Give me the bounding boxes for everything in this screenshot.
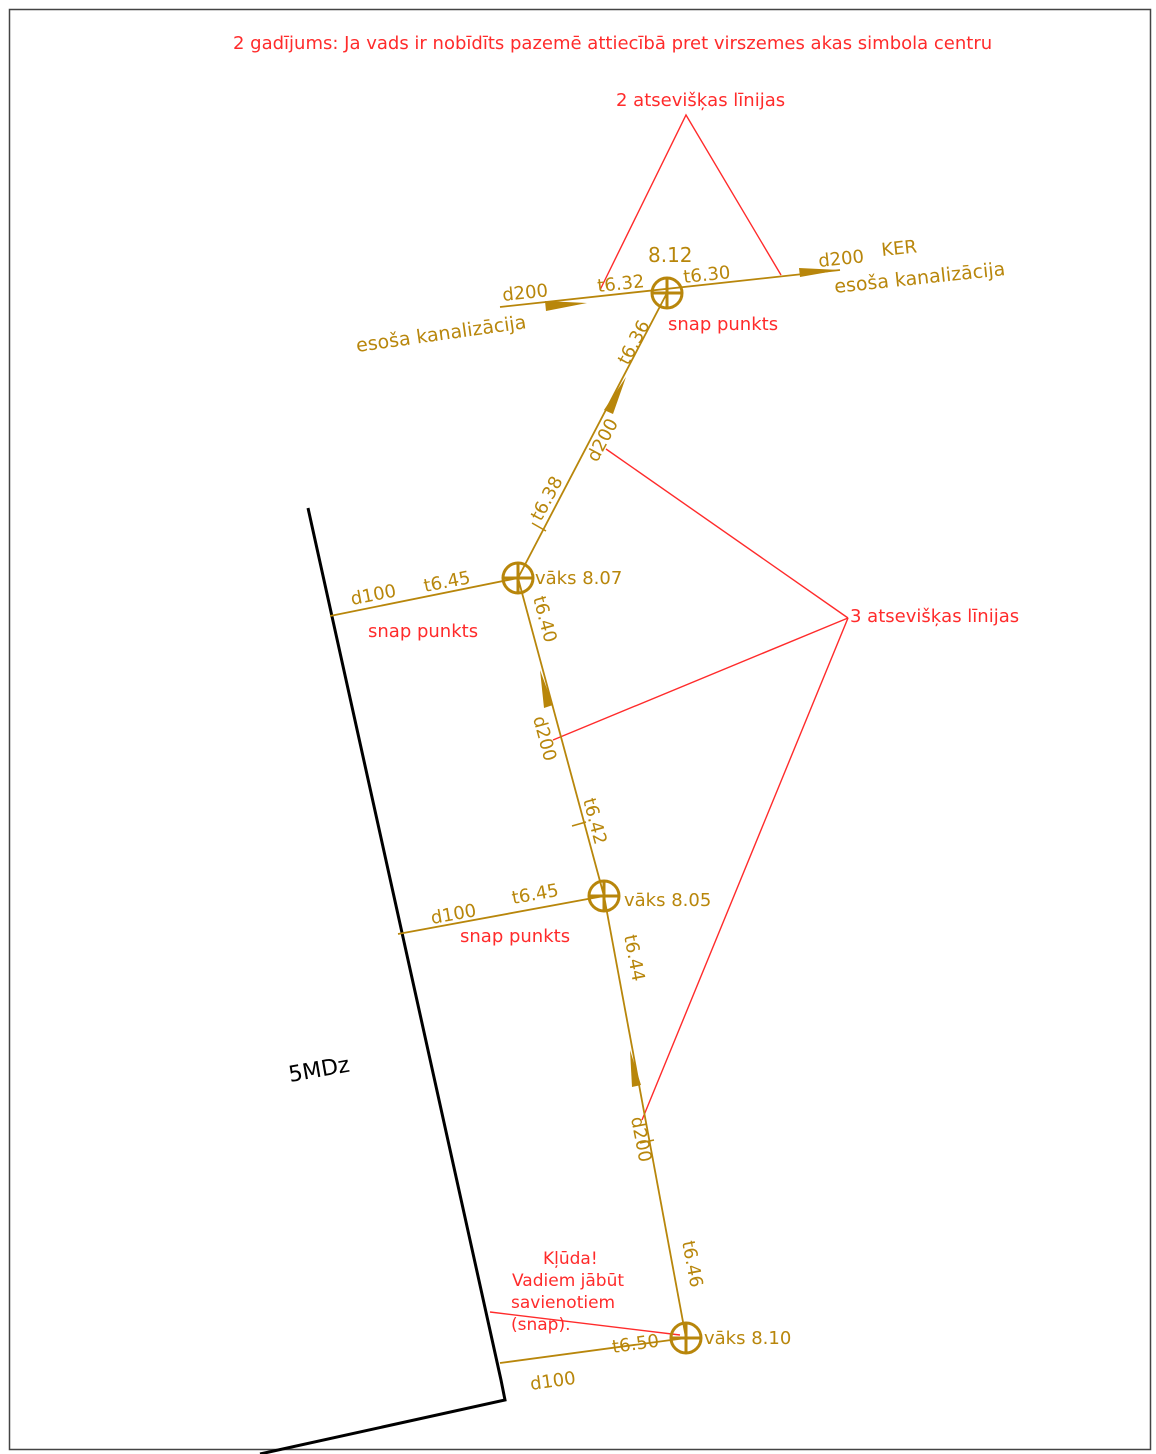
well-bottom-label: vāks 8.10 (704, 1328, 791, 1349)
main-upper-invert-bottom: t6.38 (527, 473, 568, 524)
callout-two-lines (599, 113, 782, 291)
flow-arrow-left (545, 301, 587, 311)
pipe-branch-low (397, 895, 605, 935)
pipe-ticks (531, 522, 655, 1144)
main-middle-invert-top: t6.40 (528, 594, 560, 645)
page-title: 2 gadījums: Ja vads ir nobīdīts pazemē a… (233, 33, 992, 54)
branch-bottom-invert: t6.50 (611, 1331, 661, 1358)
error-line-3: savienotiem (511, 1293, 615, 1313)
well-low-label: vāks 8.05 (624, 890, 711, 911)
well-mid-symbol (501, 561, 535, 595)
existing-right-diameter: d200 (817, 246, 865, 272)
snap-label-low: snap punkts (460, 926, 570, 947)
well-mid-label: vāks 8.07 (535, 568, 622, 589)
pipe-main-upper (517, 292, 668, 579)
error-line-1: Kļūda! (543, 1249, 598, 1269)
existing-left-diameter: d200 (501, 280, 549, 306)
pipe-existing (499, 269, 841, 308)
pipe-main-lower (603, 895, 687, 1339)
branch-mid-invert: t6.45 (422, 567, 472, 597)
main-upper-diameter: d200 (583, 415, 623, 465)
drawing-frame (8, 8, 1152, 1451)
branch-bottom-diameter: d100 (529, 1368, 577, 1395)
main-upper-invert-top: t6.36 (614, 317, 655, 368)
snap-label-mid: snap punkts (368, 621, 478, 642)
flow-arrow-middle (540, 670, 553, 708)
main-lower-invert-top: t6.44 (619, 933, 649, 983)
sewer-pipes (329, 269, 841, 1364)
callout-three-lines-label: 3 atsevišķas līnijas (850, 606, 1019, 627)
existing-left-name: esoša kanalizācija (355, 311, 528, 357)
well-top-level: 8.12 (648, 243, 693, 267)
branch-mid-diameter: d100 (349, 581, 398, 610)
pipe-main-middle (517, 577, 605, 897)
snap-label-top: snap punkts (668, 314, 778, 335)
error-line-4: (snap). (511, 1315, 571, 1335)
well-top-symbol (650, 276, 684, 310)
manhole-symbols (501, 276, 703, 1355)
existing-right-invert: t6.30 (682, 262, 731, 288)
well-bottom-symbol (669, 1321, 703, 1355)
flow-arrow-right (799, 268, 840, 277)
callout-lines (489, 113, 849, 1336)
flow-arrow-lower (630, 1050, 641, 1087)
error-line-2: Vadiem jābūt (512, 1271, 624, 1291)
main-lower-diameter: d200 (626, 1115, 655, 1164)
existing-right-material: KER (880, 236, 918, 261)
main-lower-invert-bottom: t6.46 (677, 1239, 707, 1289)
existing-left-invert: t6.32 (596, 271, 645, 297)
flow-arrows (540, 268, 840, 1087)
callout-two-lines-label: 2 atsevišķas līnijas (616, 90, 785, 111)
branch-low-diameter: d100 (429, 900, 478, 929)
pipe-branch-mid (329, 577, 519, 617)
pipe-branch-bottom (499, 1337, 687, 1364)
boundary-label: 5MDz (287, 1053, 352, 1088)
callout-three-c (641, 617, 849, 1121)
callout-three-a (605, 448, 849, 619)
flow-arrow-upper (604, 377, 626, 414)
callout-error (489, 1311, 681, 1336)
callout-three-b (552, 617, 849, 741)
boundary-line (259, 507, 507, 1454)
well-low-symbol (587, 879, 621, 913)
main-middle-diameter: d200 (528, 714, 560, 764)
